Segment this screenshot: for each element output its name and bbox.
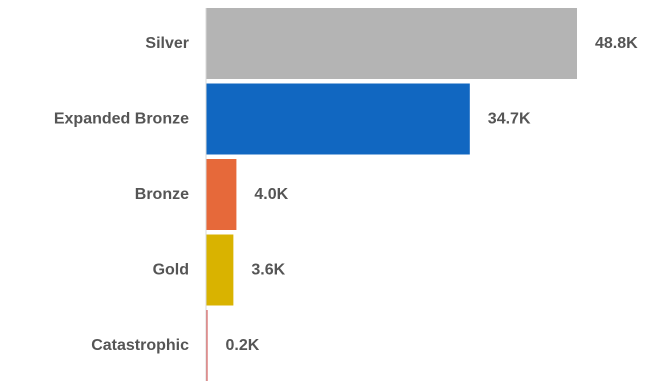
- bars-group: [206, 8, 577, 381]
- category-label: Gold: [153, 262, 189, 279]
- value-label: 3.6K: [251, 262, 285, 279]
- category-label: Silver: [145, 35, 189, 52]
- bar-expanded-bronze: [206, 83, 470, 155]
- category-label: Expanded Bronze: [54, 111, 189, 128]
- value-label: 4.0K: [254, 186, 288, 203]
- bar-silver: [206, 8, 577, 79]
- category-label: Catastrophic: [91, 337, 189, 354]
- bar-bronze: [206, 159, 237, 230]
- bar-catastrophic: [206, 310, 208, 381]
- value-label: 34.7K: [488, 111, 531, 128]
- value-label: 48.8K: [595, 35, 638, 52]
- bar-gold: [206, 234, 234, 306]
- value-label: 0.2K: [226, 337, 260, 354]
- category-label: Bronze: [135, 186, 189, 203]
- labels-group: Silver 48.8K Expanded Bronze 34.7K Bronze 4.0…: [54, 35, 638, 354]
